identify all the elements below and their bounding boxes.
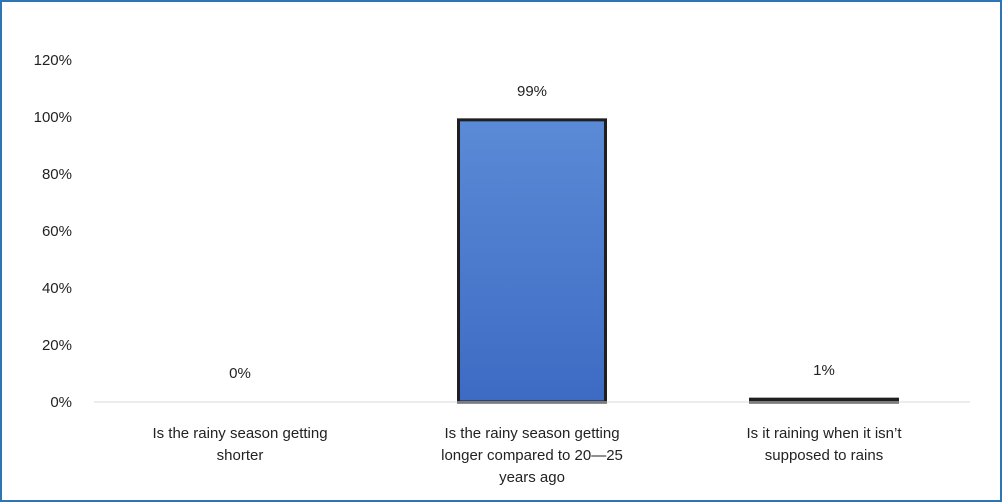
y-tick-label: 40%: [42, 280, 72, 297]
y-tick-label: 120%: [34, 52, 72, 69]
category-label-line: Is it raining when it isn’t: [746, 425, 902, 442]
category-label-line: years ago: [499, 469, 565, 486]
y-tick-label: 100%: [34, 109, 72, 126]
category-label: Is the rainy season getting longer compar…: [441, 425, 623, 486]
category-label-line: Is the rainy season getting: [152, 425, 327, 442]
category-label-line: longer compared to 20—25: [441, 447, 623, 464]
category-label-line: supposed to rains: [765, 447, 883, 464]
y-tick-label: 20%: [42, 337, 72, 354]
y-tick-label: 60%: [42, 223, 72, 240]
category-label: Is it raining when it isn’t supposed to r…: [746, 425, 902, 464]
y-tick-label: 0%: [50, 394, 72, 411]
data-label: 1%: [813, 362, 835, 379]
data-label: 0%: [229, 365, 251, 382]
category-label-line: Is the rainy season getting: [444, 425, 619, 442]
data-label: 99%: [517, 83, 547, 100]
y-tick-label: 80%: [42, 166, 72, 183]
category-label-line: shorter: [217, 447, 264, 464]
bars: 0% 99% 1%: [229, 83, 899, 404]
bar: [457, 118, 607, 404]
category-label: Is the rainy season getting shorter: [152, 425, 327, 464]
y-axis: 0% 20% 40% 60% 80% 100% 120%: [34, 52, 72, 411]
